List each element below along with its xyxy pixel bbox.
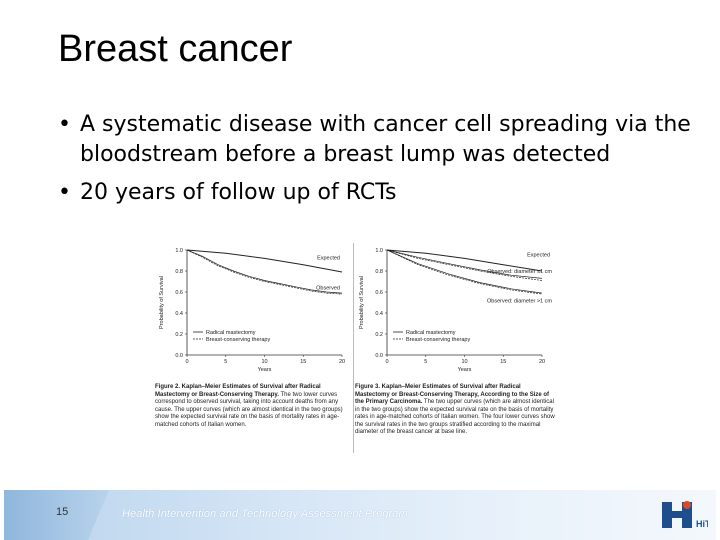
annotation-label: Observed: diameter ≤1 cm <box>487 269 552 275</box>
y-tick-label: 0.2 <box>175 332 183 338</box>
x-tick-label: 20 <box>339 359 345 365</box>
survival-chart-2: 0.0 0.2 0.4 0.6 0.8 1.0 0 5 10 15 20 Years Probabili… <box>359 248 552 373</box>
y-tick-label: 0.0 <box>375 353 383 359</box>
footer-bar <box>4 490 716 540</box>
figure-caption: Figure 2. Kaplan–Meier Estimates of Surv… <box>155 384 350 429</box>
x-tick-label: 10 <box>461 359 467 365</box>
x-tick-label: 5 <box>224 359 227 365</box>
bullet-list: A systematic disease with cancer cell sp… <box>58 110 698 216</box>
y-tick-label: 0.8 <box>175 269 183 275</box>
annotation-label: Observed <box>316 286 340 292</box>
annotation-label: Expected <box>527 252 550 258</box>
caption-title: Figure 3. Kaplan–Meier Estimates of Surv… <box>355 384 550 405</box>
series-line <box>186 249 343 295</box>
slide-number: 15 <box>56 506 69 518</box>
bullet-item: 20 years of follow up of RCTs <box>58 178 698 208</box>
y-axis-label: Probability of Survival <box>159 276 165 329</box>
series-line <box>386 249 543 295</box>
legend-label: Radical mastectomy <box>206 330 256 336</box>
caption-title: Figure 2. Kaplan–Meier Estimates of Surv… <box>155 384 321 398</box>
caption-body: The two upper curves (which are almost i… <box>355 399 555 435</box>
y-tick-label: 0.0 <box>175 353 183 359</box>
y-tick-label: 0.4 <box>375 311 383 317</box>
annotation-label: Expected <box>317 256 340 262</box>
figure-caption: Figure 3. Kaplan–Meier Estimates of Surv… <box>355 384 555 437</box>
figure-survival-overall: 0.0 0.2 0.4 0.6 0.8 1.0 0 5 10 15 20 Years Probabili… <box>155 240 350 429</box>
annotation-label: Observed: diameter >1 cm <box>487 298 552 304</box>
footer-program-name: Health Intervention and Technology Asses… <box>122 508 408 520</box>
slide-title: Breast cancer <box>58 28 293 70</box>
series-line <box>186 249 343 294</box>
series-line <box>186 249 343 273</box>
y-axis-label: Probability of Survival <box>359 276 365 329</box>
legend-label: Radical mastectomy <box>406 330 456 336</box>
figure-survival-by-size: 0.0 0.2 0.4 0.6 0.8 1.0 0 5 10 15 20 Years Probabili… <box>355 240 555 437</box>
x-tick-label: 20 <box>539 359 545 365</box>
legend-label: Breast-conserving therapy <box>406 337 470 343</box>
y-tick-label: 0.8 <box>375 269 383 275</box>
x-tick-label: 0 <box>185 359 188 365</box>
x-axis-label: Years <box>458 367 472 373</box>
series-line <box>386 249 543 279</box>
logo-letters: HiTAP <box>696 519 708 529</box>
x-tick-label: 0 <box>385 359 388 365</box>
series-line <box>386 249 543 281</box>
x-axis-label: Years <box>258 367 272 373</box>
x-tick-label: 5 <box>424 359 427 365</box>
x-tick-label: 15 <box>300 359 306 365</box>
x-tick-label: 15 <box>500 359 506 365</box>
y-tick-label: 0.6 <box>175 290 183 296</box>
series-line <box>386 249 543 294</box>
series-line <box>386 249 543 272</box>
y-tick-label: 0.6 <box>375 290 383 296</box>
y-tick-label: 0.2 <box>375 332 383 338</box>
y-tick-label: 0.4 <box>175 311 183 317</box>
figure-divider <box>353 243 354 453</box>
bullet-item: A systematic disease with cancer cell sp… <box>58 110 698 170</box>
caption-body: The two lower curves correspond to obser… <box>155 391 343 428</box>
y-tick-label: 1.0 <box>375 248 383 254</box>
legend-label: Breast-conserving therapy <box>206 337 270 343</box>
y-tick-label: 1.0 <box>175 248 183 254</box>
survival-chart-1: 0.0 0.2 0.4 0.6 0.8 1.0 0 5 10 15 20 Years Probabili… <box>159 248 345 373</box>
hitap-logo: HiTAP <box>662 501 708 529</box>
x-tick-label: 10 <box>261 359 267 365</box>
